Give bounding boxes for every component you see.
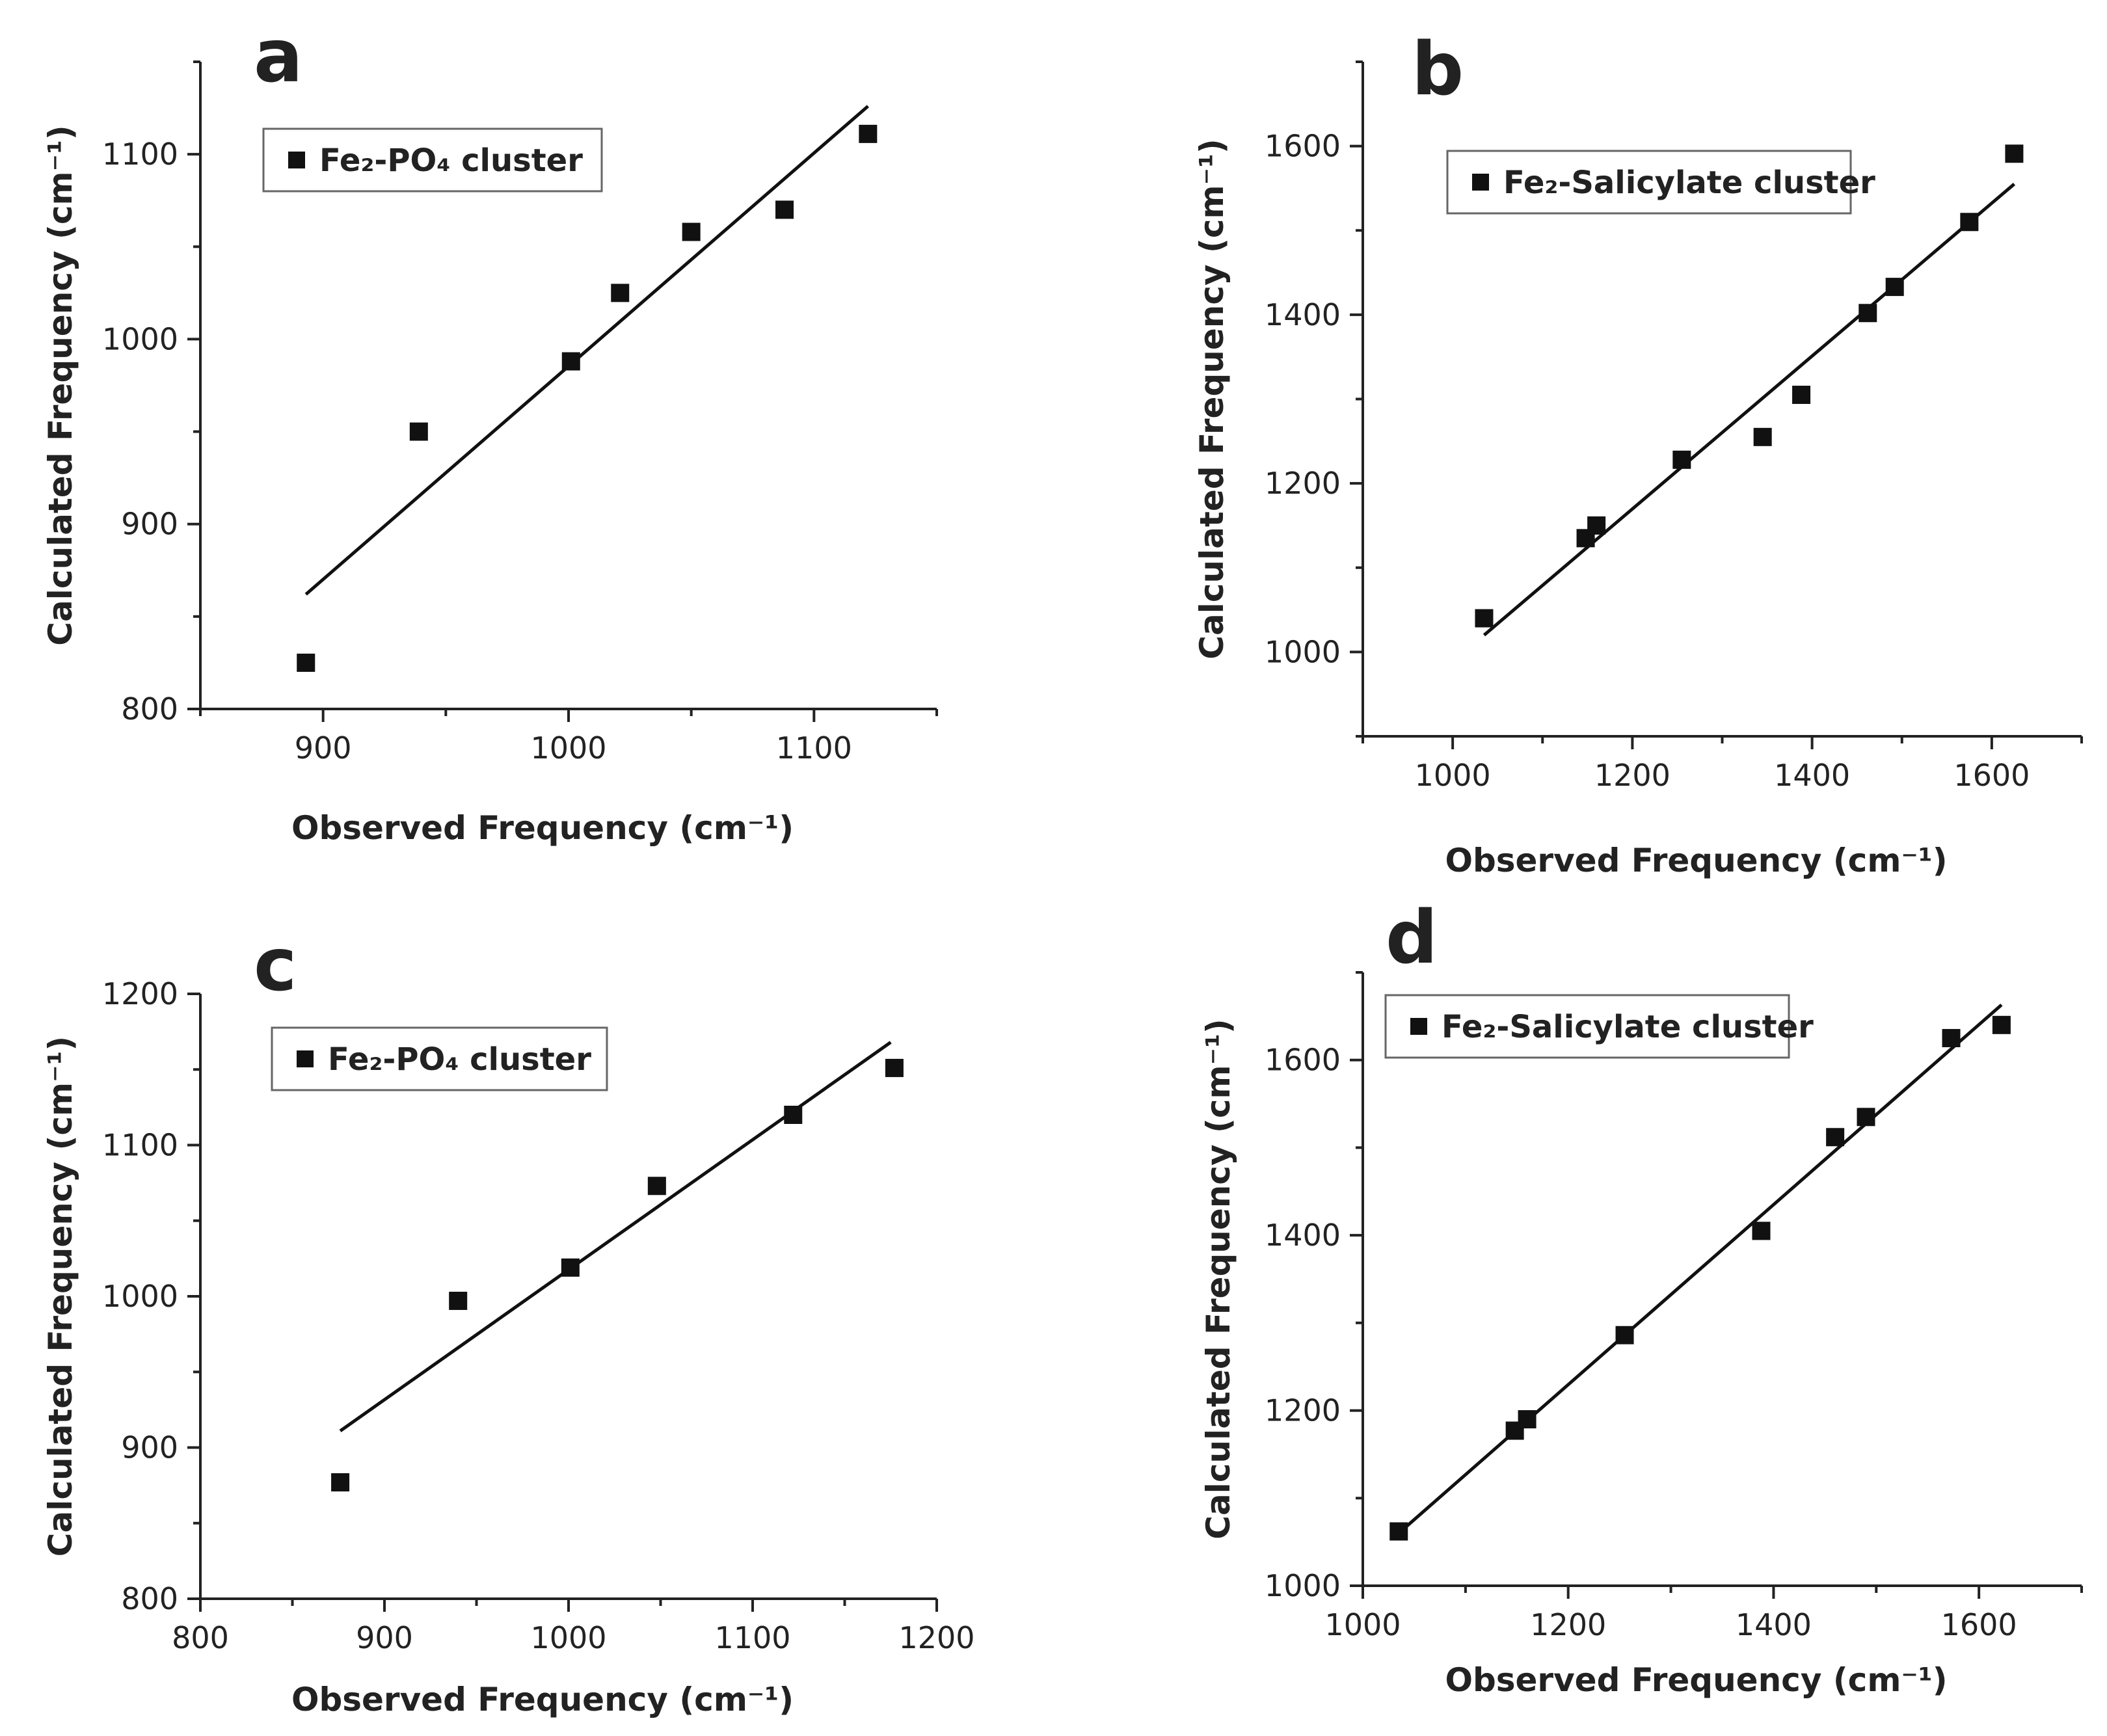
panel-d-y-tick-label: 1000 [1265, 1568, 1341, 1603]
panel-b-data-point [2005, 144, 2024, 163]
panel-b-legend-box [1446, 150, 1852, 215]
panel-a-x-tick-label: 900 [295, 730, 352, 766]
panel-b-y-axis-label: Calculated Frequency (cm⁻¹) [1193, 139, 1231, 660]
panel-a-data-point [611, 284, 630, 302]
panel-c-data-point [885, 1058, 904, 1077]
panel-c-letter: c [254, 923, 297, 1008]
panel-d-data-point [1826, 1128, 1845, 1147]
panel-c-chart: 800 900 1000 1100 1200 800 900 1000 1100 1200 Obse… [42, 923, 975, 1718]
panel-c-y-tick-label: 1000 [102, 1279, 178, 1314]
panel-a-data-point [561, 352, 580, 371]
panel-d-x-tick-label: 1200 [1530, 1607, 1606, 1642]
panel-a-data-point [775, 200, 794, 219]
panel-b-y-tick-label: 1600 [1265, 129, 1341, 164]
panel-c-x-tick-label: 1100 [714, 1620, 790, 1655]
panel-a-x-tick-label: 1000 [530, 730, 606, 766]
panel-d-y-tick-label: 1400 [1265, 1218, 1341, 1253]
panel-d-x-axis-label: Observed Frequency (cm⁻¹) [1445, 1661, 1947, 1699]
panel-b-x-tick-label: 1400 [1774, 758, 1850, 793]
panel-c-x-tick-label: 1000 [530, 1620, 606, 1655]
panel-a-data-point [682, 222, 701, 241]
panel-b-data-point [1753, 427, 1772, 446]
panel-d-data-point [1518, 1410, 1537, 1429]
panel-b-chart: 1000 1200 1400 1600 1000 1200 1400 1600 Observed… [1193, 27, 2083, 879]
panel-b-y-tick-label: 1000 [1265, 634, 1341, 669]
panel-a-y-tick-label: 800 [121, 691, 178, 727]
panel-d-legend-marker [1410, 1018, 1427, 1035]
panel-d-y-tick-label: 1600 [1265, 1043, 1341, 1078]
panel-a-chart: 800 900 1000 1100 900 1000 1100 Observed Freque… [42, 14, 938, 847]
panel-b-x-tick-label: 1200 [1594, 758, 1671, 793]
panel-d-data-point [1857, 1108, 1875, 1127]
panel-c-data-point [561, 1258, 580, 1277]
panel-d-data-point [1752, 1222, 1771, 1240]
panel-d-x-tick-label: 1000 [1324, 1607, 1401, 1642]
panel-a-data-point [859, 124, 878, 143]
panel-d-data-point [1389, 1522, 1408, 1541]
panel-a-data-point [297, 653, 315, 672]
panel-b-data-point [1587, 516, 1606, 535]
panel-c-x-tick-label: 1200 [898, 1620, 974, 1655]
panel-c-data-point [784, 1106, 803, 1124]
panel-c-data-point [449, 1291, 468, 1310]
panel-c-legend-marker [297, 1050, 314, 1067]
panel-c-y-tick-label: 1200 [102, 976, 178, 1011]
panel-c-y-tick-label: 900 [121, 1430, 178, 1465]
panel-a-x-axis-label: Observed Frequency (cm⁻¹) [291, 809, 794, 847]
panel-d-data-point [1992, 1015, 2011, 1034]
panel-c-y-tick-label: 800 [121, 1581, 178, 1616]
panel-a-fit-line [304, 105, 869, 596]
panel-a-legend-marker [288, 152, 305, 168]
panel-b-data-point [1859, 304, 1877, 323]
panel-b-fit-line [1483, 183, 2016, 637]
panel-c-legend-box [271, 1026, 608, 1091]
panel-d-y-axis-label: Calculated Frequency (cm⁻¹) [1200, 1019, 1237, 1540]
panel-b-x-tick-label: 1000 [1415, 758, 1491, 793]
panel-a-y-tick-label: 1000 [102, 321, 178, 356]
panel-a-y-axis-label: Calculated Frequency (cm⁻¹) [42, 125, 79, 646]
panel-d-chart: 1000 1200 1400 1600 1000 1200 1400 1600 Observed… [1200, 896, 2083, 1699]
panel-c-fit-line [339, 1041, 892, 1432]
panel-c-x-tick-label: 900 [356, 1620, 413, 1655]
panel-b-y-tick-label: 1400 [1265, 297, 1341, 332]
panel-d-legend-label: Fe₂-Salicylate cluster [1442, 1009, 1814, 1045]
panel-c-x-tick-label: 800 [172, 1620, 229, 1655]
panel-d-data-point [1615, 1326, 1634, 1344]
panel-d-legend-box [1384, 994, 1790, 1059]
panel-c-data-point [647, 1177, 666, 1195]
panel-d-y-tick-label: 1200 [1265, 1393, 1341, 1428]
panel-b-data-point [1792, 386, 1811, 405]
panel-d-letter: d [1386, 896, 1438, 980]
panel-d-data-point [1942, 1029, 1961, 1048]
panel-b-x-tick-label: 1600 [1953, 758, 2030, 793]
panel-c-data-point [331, 1473, 350, 1491]
panel-b-letter: b [1412, 27, 1464, 112]
panel-d-fit-line [1397, 1003, 2003, 1535]
panel-c-x-axis-label: Observed Frequency (cm⁻¹) [291, 1681, 794, 1718]
panel-b-y-tick-label: 1200 [1265, 466, 1341, 501]
panel-b-x-axis-label: Observed Frequency (cm⁻¹) [1445, 842, 1947, 879]
panel-c-y-axis-label: Calculated Frequency (cm⁻¹) [42, 1036, 79, 1557]
panel-a-x-tick-label: 1100 [776, 730, 852, 766]
panel-c-y-tick-label: 1100 [102, 1128, 178, 1163]
panel-d-x-tick-label: 1600 [1941, 1607, 2017, 1642]
panel-a-y-tick-label: 900 [121, 507, 178, 542]
panel-a-legend-box [262, 127, 603, 193]
panel-a-data-point [409, 422, 428, 441]
panel-b-data-point [1672, 450, 1691, 469]
panel-a-legend-label: Fe₂-PO₄ cluster [319, 142, 583, 179]
panel-b-data-point [1475, 609, 1494, 628]
panel-a-letter: a [254, 14, 303, 99]
panel-b-legend-marker [1472, 174, 1489, 191]
panel-b-data-point [1960, 213, 1979, 232]
panel-d-x-tick-label: 1400 [1736, 1607, 1812, 1642]
panel-a-y-tick-label: 1100 [102, 137, 178, 172]
panel-b-data-point [1885, 278, 1904, 297]
panel-c-legend-label: Fe₂-PO₄ cluster [328, 1041, 591, 1078]
panel-b-legend-label: Fe₂-Salicylate cluster [1503, 165, 1875, 201]
